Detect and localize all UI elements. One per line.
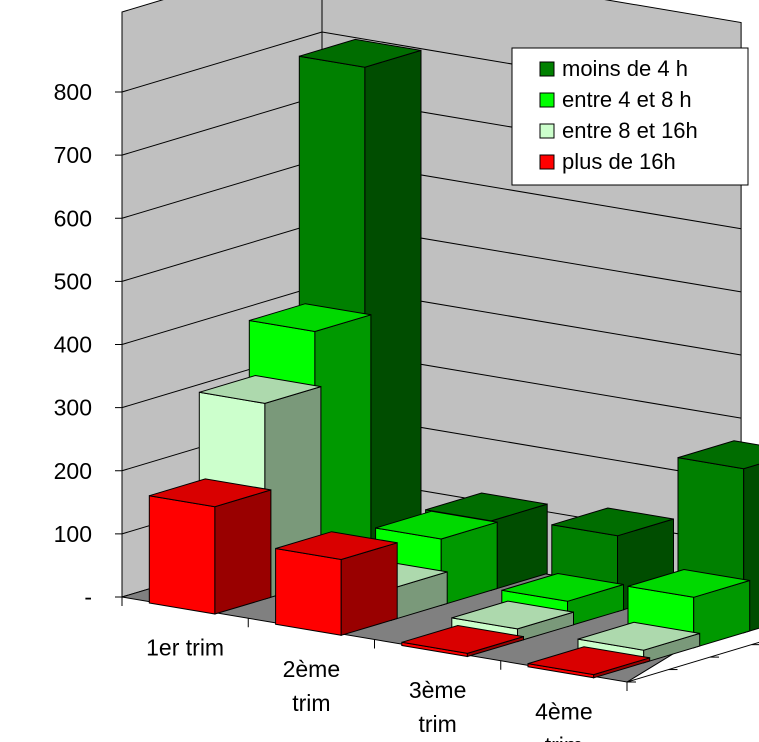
- x-tick-label: 4èmetrim: [535, 698, 593, 742]
- bar-top: [401, 624, 524, 654]
- legend-swatch: [539, 92, 555, 108]
- bar-front: [148, 495, 216, 615]
- y-tick-label: 800: [54, 79, 92, 105]
- legend: moins de 4 h entre 4 et 8 h entre 8 et 16h…: [511, 47, 749, 186]
- bar-top: [451, 600, 574, 630]
- gridline-left: [121, 31, 323, 93]
- bar-side: [364, 49, 422, 570]
- y-tick-label: 400: [54, 332, 92, 358]
- legend-swatch: [539, 154, 555, 170]
- y-tick-label: -: [84, 584, 92, 610]
- x-tick-label: 1er trim: [146, 635, 224, 661]
- bar-front: [275, 547, 342, 636]
- bar-top: [501, 572, 624, 602]
- bar-top: [677, 440, 759, 470]
- x-tick-label: 3ème trim: [409, 677, 467, 737]
- bar-top: [527, 646, 650, 676]
- legend-label: plus de 16h: [562, 149, 676, 174]
- bar-top: [299, 38, 422, 68]
- legend-swatch: [539, 61, 555, 77]
- y-tick-label: 300: [54, 395, 92, 421]
- depth-axis: [626, 641, 759, 683]
- legend-label: moins de 4 h: [562, 56, 688, 81]
- bar-side: [214, 489, 272, 615]
- y-tick-label: 600: [54, 205, 92, 231]
- gridline-left: [121, 220, 323, 282]
- bar-top: [275, 531, 398, 561]
- y-tick-label: 200: [54, 458, 92, 484]
- x-tick-label: 2ème trim: [283, 656, 341, 716]
- bars: [148, 38, 759, 679]
- bar-top: [199, 374, 322, 404]
- y-tick-label: 500: [54, 268, 92, 294]
- bar: [401, 624, 524, 658]
- y-tick-label: 100: [54, 521, 92, 547]
- bar-top: [375, 510, 498, 540]
- legend-label: entre 8 et 16h: [562, 118, 698, 143]
- bar: [148, 478, 272, 615]
- bar-top: [577, 621, 700, 651]
- y-axis: - 100 200 300 400 500 600 700 800: [54, 79, 122, 610]
- y-tick-label: 700: [54, 142, 92, 168]
- depth-axis-line: [626, 641, 759, 683]
- legend-label: entre 4 et 8 h: [562, 87, 692, 112]
- bar: [275, 531, 398, 636]
- bar-top: [249, 303, 372, 333]
- gridline-left: [121, 94, 323, 156]
- bar: [527, 646, 651, 679]
- bar-top: [149, 478, 272, 508]
- bar-top: [627, 568, 750, 598]
- gridline-left: [121, 157, 323, 219]
- legend-swatch: [539, 123, 555, 139]
- gridline-left: [121, 284, 323, 345]
- bar-top: [551, 507, 674, 537]
